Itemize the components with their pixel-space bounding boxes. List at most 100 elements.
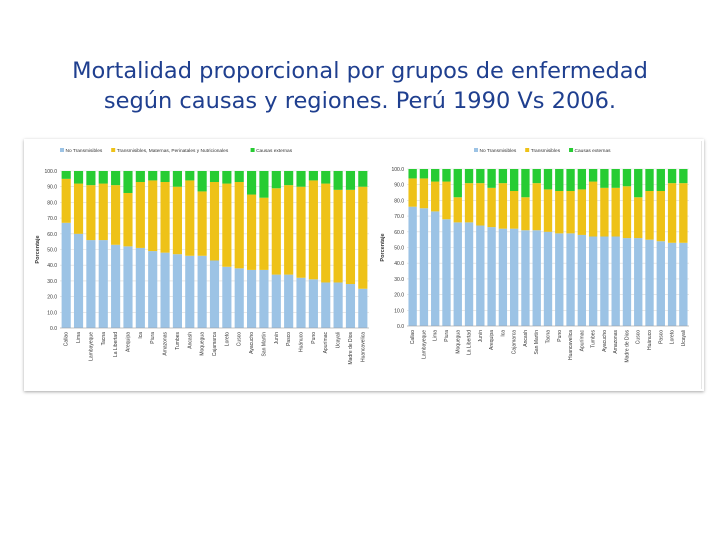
chart-2-y-tick-label: 70.0 [394, 214, 404, 220]
chart-2-x-tick-label: Huancavelica [568, 330, 574, 360]
chart-1-bar-segment [148, 251, 158, 328]
chart-2-x-tick-label: Ancash [523, 330, 529, 347]
chart-1-x-tick-label: Amazonas [163, 332, 169, 356]
chart-1-x-tick-label: San Martín [261, 332, 267, 357]
chart-2-x-tick-label: Loreto [670, 330, 676, 344]
chart-2-bar-segment [476, 183, 485, 226]
chart-2-bar-segment [532, 230, 541, 326]
chart-2-bar-segment [667, 183, 677, 243]
chart-2-x-tick-label: Junín [478, 330, 484, 342]
chart-1-bar-segment [284, 274, 294, 328]
chart-2-bar-segment [453, 222, 462, 326]
chart-1-bar-segment [185, 171, 195, 181]
chart-2-x-tick-label: Pasco [658, 330, 664, 344]
chart-2-bar-segment [521, 169, 530, 198]
chart-1-y-tick-label: 100.0 [44, 169, 57, 175]
chart-2-bar-segment [498, 183, 508, 229]
chart-2-bar-segment [476, 169, 485, 184]
chart-2-y-tick-label: 60.0 [394, 230, 404, 236]
chart-2-bar-segment [577, 169, 587, 190]
chart-1-y-tick-label: 30.0 [47, 279, 57, 285]
chart-2-bar-segment [577, 189, 587, 235]
chart-1-bar-segment [234, 268, 244, 328]
chart-2-bar-segment [634, 238, 643, 326]
chart-2-bar-segment [600, 187, 609, 237]
chart-1-x-tick-label: Tacna [101, 332, 107, 346]
chart-2-bar-segment [543, 169, 553, 190]
chart-1-bar-segment [284, 171, 294, 186]
chart-2-bar-segment [419, 208, 429, 326]
chart-2-bar-segment [498, 228, 508, 326]
chart-2-bar-segment [419, 169, 429, 179]
chart-1-bar-segment [321, 183, 331, 283]
chart-1-y-tick-label: 80.0 [47, 200, 57, 206]
chart-1-bar-segment [73, 171, 84, 184]
chart-1-bar-segment [160, 252, 170, 328]
chart-2-x-tick-label: Lima [433, 330, 439, 341]
chart-1-bar-segment [160, 181, 170, 253]
chart-2-x-tick-label: Tacna [546, 330, 552, 344]
chart-1-bar-segment [73, 233, 84, 328]
chart-1-x-tick-label: Callao [64, 332, 70, 346]
chart-2-bar-segment [543, 189, 553, 232]
chart-2-bar-segment [667, 242, 677, 326]
chart-2-bar-segment [622, 186, 632, 239]
chart-2-bar-segment [464, 169, 474, 184]
chart-1-bar-segment [345, 171, 356, 190]
chart-2-x-tick-label: Amazonas [613, 330, 619, 354]
chart-1-x-tick-label: La Libertad [113, 332, 119, 357]
title-line-1: Mortalidad proporcional por grupos de en… [72, 58, 648, 84]
chart-1-bar-segment [135, 171, 145, 182]
chart-1-bar-segment [247, 194, 257, 270]
chart-2-x-tick-label: La Libertad [467, 330, 473, 355]
chart-2-x-tick-label: Ica [500, 330, 506, 337]
chart-2-bar-segment [509, 228, 519, 326]
chart-1-bar-segment [86, 171, 96, 186]
chart-2-x-tick-label: Moquegua [455, 330, 461, 354]
chart-2-bar-segment [679, 183, 688, 243]
chart-2-x-tick-label: Ayacucho [602, 330, 608, 352]
chart-1-bar-segment [197, 191, 207, 256]
chart-2-bar-segment [509, 190, 519, 229]
chart-2-bar-segment [566, 190, 575, 234]
chart-2-bar-segment [509, 169, 519, 191]
chart-2-legend-label: Transmisibles [531, 148, 561, 154]
chart-1-bar-segment [296, 186, 306, 278]
chart-1-bar-segment [123, 192, 133, 247]
chart-1-bar-segment [358, 171, 368, 187]
chart-2-x-tick-label: Madre de Dios [624, 330, 630, 363]
chart-1-x-tick-label: Apurímac [323, 332, 329, 354]
chart-2-y-tick-label: 30.0 [394, 277, 404, 283]
chart-1-bar-segment [259, 197, 269, 270]
chart-2-x-tick-label: Piura [444, 330, 450, 342]
chart-1-bar-segment [308, 180, 318, 280]
chart-1-x-tick-label: Ayacucho [249, 332, 255, 354]
chart-1-legend-label: Causas externas [256, 148, 293, 154]
chart-1-bar-segment [61, 178, 71, 223]
chart-2-bar-segment [679, 242, 688, 326]
chart-2-bar-segment [408, 169, 417, 179]
chart-1-x-tick-label: Moquegua [200, 332, 206, 356]
chart-2-x-tick-label: Huánuco [647, 330, 653, 350]
chart-1-bar-segment [271, 171, 281, 189]
chart-1-bar-segment [86, 240, 96, 328]
chart-1-x-tick-label: Ancash [187, 332, 193, 349]
chart-1-x-tick-label: Huancavelica [360, 332, 366, 362]
chart-1-x-tick-label: Huánuco [299, 332, 305, 352]
chart-2-legend-swatch [525, 148, 530, 152]
chart-1-bar-segment [321, 282, 331, 328]
chart-2-y-tick-label: 10.0 [394, 308, 404, 314]
chart-2-bar-segment [408, 178, 417, 207]
chart-1-bar-segment [345, 189, 356, 285]
chart-1-x-tick-label: Cajamarca [212, 332, 218, 356]
chart-2-bar-segment [487, 187, 496, 228]
chart-2-x-tick-label: Arequipa [489, 330, 495, 350]
chart-1-x-tick-label: Arequipa [125, 332, 131, 352]
chart-2-bar-segment [532, 183, 541, 231]
chart-1-x-tick-label: Ica [138, 332, 144, 339]
chart-2-bar-segment [487, 169, 496, 188]
title-line-2: según causas y regiones. Perú 1990 Vs 20… [103, 88, 617, 114]
chart-2-bar-segment [453, 197, 462, 223]
chart-2-y-tick-label: 50.0 [394, 246, 404, 252]
chart-2-bar-segment [656, 190, 665, 242]
